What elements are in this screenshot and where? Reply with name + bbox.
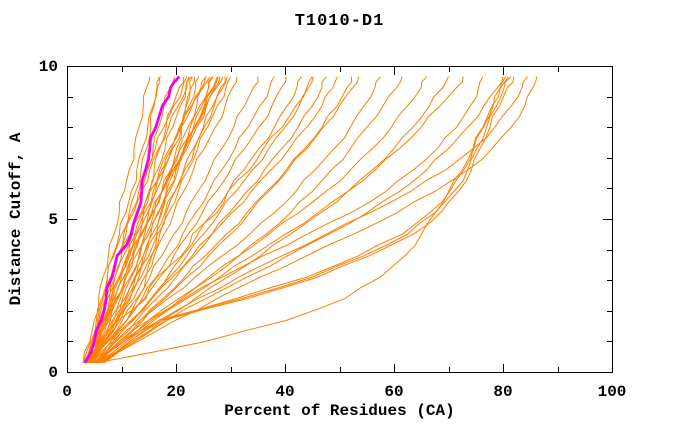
axis-ticks — [67, 67, 613, 372]
plot-frame — [67, 66, 613, 373]
x-tick-labels: 0 20 40 60 80 100 — [62, 383, 626, 401]
svg-text:5: 5 — [48, 211, 58, 229]
svg-text:80: 80 — [493, 383, 512, 401]
svg-text:60: 60 — [384, 383, 403, 401]
svg-text:10: 10 — [39, 58, 58, 76]
x-axis-label: Percent of Residues (CA) — [224, 402, 455, 420]
svg-text:0: 0 — [48, 364, 58, 382]
model-curves — [82, 76, 538, 364]
svg-text:20: 20 — [166, 383, 185, 401]
svg-text:40: 40 — [275, 383, 294, 401]
svg-text:0: 0 — [62, 383, 72, 401]
y-tick-labels: 0 5 10 — [39, 58, 58, 382]
chart-title: T1010-D1 — [294, 12, 385, 31]
svg-text:100: 100 — [598, 383, 627, 401]
highlight-curve — [83, 75, 181, 364]
